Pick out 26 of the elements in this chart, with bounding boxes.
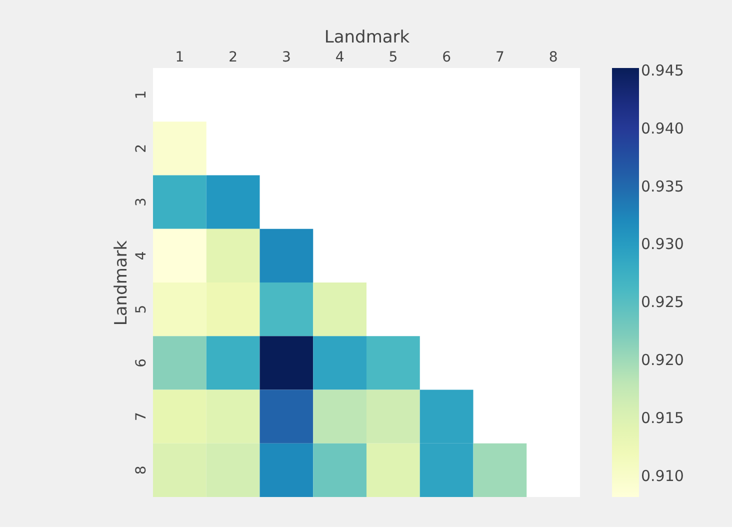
y-tick-label: 3 <box>134 198 150 207</box>
x-tick-label: 6 <box>442 50 452 66</box>
x-tick-label: 5 <box>388 50 398 66</box>
color-bar-label: 0.945 <box>641 61 684 80</box>
x-tick-label: 8 <box>548 50 558 66</box>
y-tick-label: 4 <box>134 251 150 260</box>
x-tick-label: 4 <box>335 50 344 66</box>
x-tick-label: 2 <box>228 50 238 66</box>
y-tick-label: 7 <box>134 412 150 422</box>
y-tick-label: 8 <box>134 466 150 475</box>
color-bar-label: 0.925 <box>641 293 684 312</box>
color-bar-label: 0.940 <box>641 119 684 138</box>
color-bar-label: 0.920 <box>641 351 684 370</box>
y-axis-title: Landmark <box>112 240 132 326</box>
y-tick-label: 5 <box>134 304 150 314</box>
y-tick-label: 2 <box>134 144 150 153</box>
x-tick-label: 1 <box>175 50 184 66</box>
y-tick-label: 6 <box>134 358 150 368</box>
x-axis-title: Landmark <box>324 28 410 48</box>
color-bar-label: 0.935 <box>641 177 684 196</box>
x-tick-label: 7 <box>495 50 504 66</box>
color-bar-label: 0.910 <box>641 467 684 486</box>
y-tick-label: 1 <box>134 90 150 100</box>
color-bar-label: 0.915 <box>641 409 684 428</box>
x-tick-label: 3 <box>282 50 291 66</box>
color-bar-label: 0.930 <box>641 235 684 254</box>
